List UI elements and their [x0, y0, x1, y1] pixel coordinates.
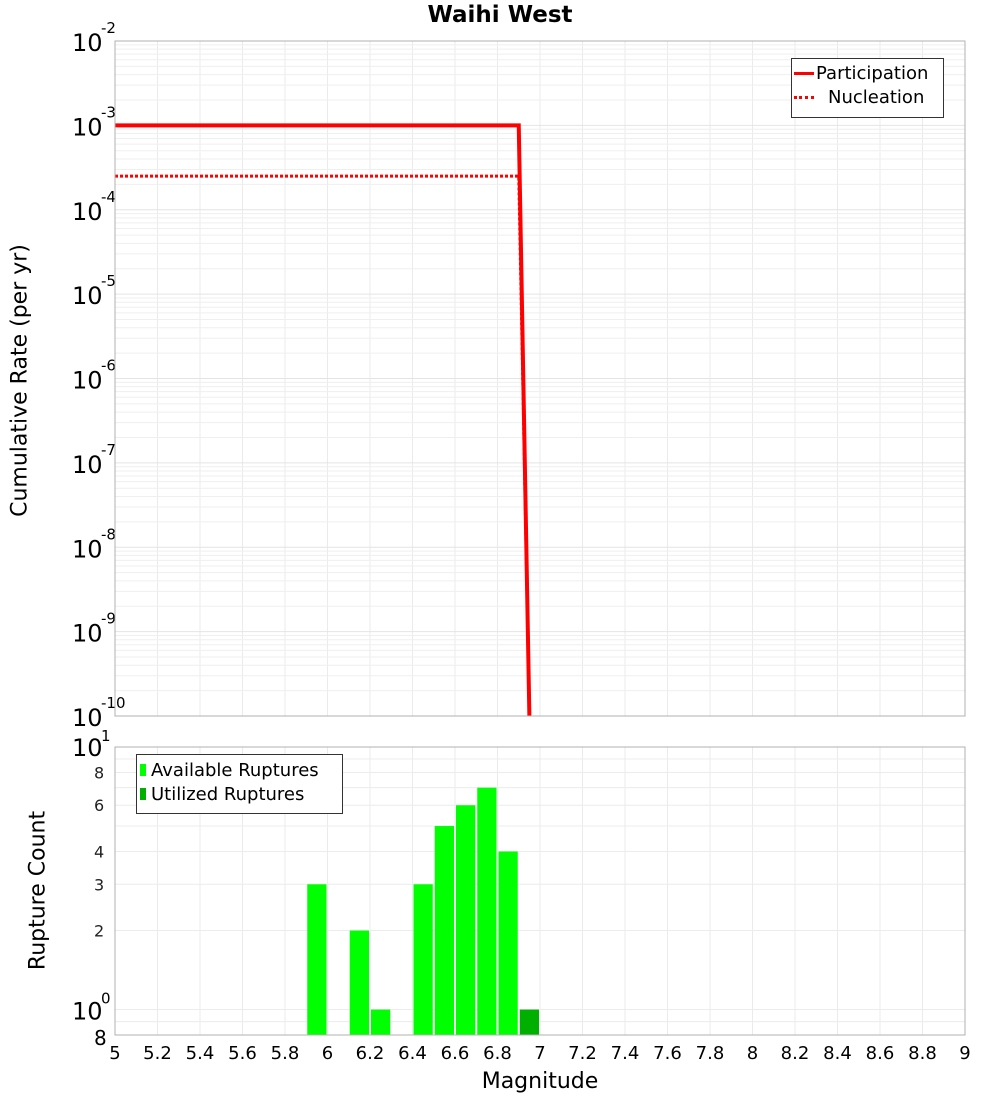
- svg-text:4: 4: [94, 842, 104, 861]
- svg-text:-3: -3: [101, 103, 116, 121]
- svg-text:10: 10: [72, 734, 103, 762]
- svg-text:7: 7: [534, 1043, 545, 1064]
- svg-text:6: 6: [322, 1043, 333, 1064]
- svg-text:7.6: 7.6: [653, 1043, 682, 1064]
- bottom-plot-y-ticks: 101864321008: [72, 727, 111, 1050]
- svg-text:5: 5: [109, 1043, 120, 1064]
- x-axis-label: Magnitude: [440, 1069, 640, 1094]
- svg-text:10: 10: [72, 451, 103, 479]
- top-legend: Participation Nucleation: [791, 58, 944, 118]
- svg-text:10: 10: [72, 282, 103, 310]
- legend-item-participation: Participation: [794, 61, 943, 85]
- svg-text:10: 10: [72, 29, 103, 57]
- svg-text:7.4: 7.4: [611, 1043, 640, 1064]
- svg-text:3: 3: [94, 875, 104, 894]
- svg-text:10: 10: [72, 704, 103, 732]
- svg-text:8.6: 8.6: [866, 1043, 895, 1064]
- svg-text:-9: -9: [101, 610, 116, 628]
- svg-text:8.2: 8.2: [781, 1043, 810, 1064]
- svg-text:6.4: 6.4: [398, 1043, 427, 1064]
- svg-text:-2: -2: [101, 19, 116, 37]
- svg-text:2: 2: [94, 922, 104, 941]
- svg-text:0: 0: [101, 990, 111, 1008]
- svg-text:-7: -7: [101, 441, 116, 459]
- svg-text:7.2: 7.2: [568, 1043, 597, 1064]
- svg-text:1: 1: [101, 727, 111, 745]
- dotted-line-icon: [794, 96, 814, 99]
- solid-line-icon: [794, 72, 814, 75]
- svg-text:10: 10: [72, 620, 103, 648]
- svg-text:-8: -8: [101, 525, 116, 543]
- top-plot-grid: [115, 41, 965, 716]
- svg-text:10: 10: [72, 367, 103, 395]
- svg-text:8: 8: [94, 763, 104, 782]
- svg-text:-10: -10: [101, 694, 126, 712]
- svg-text:6.8: 6.8: [483, 1043, 512, 1064]
- svg-text:8.4: 8.4: [823, 1043, 852, 1064]
- svg-text:7.8: 7.8: [696, 1043, 725, 1064]
- bottom-legend: Available Ruptures Utilized Ruptures: [136, 754, 343, 814]
- legend-item-available: Available Ruptures: [140, 758, 342, 782]
- svg-text:10: 10: [72, 113, 103, 141]
- svg-text:6.2: 6.2: [356, 1043, 385, 1064]
- bottom-y-axis-label: Rupture Count: [26, 811, 51, 971]
- svg-text:5.6: 5.6: [228, 1043, 257, 1064]
- bottom-plot-bars: [307, 788, 539, 1035]
- dark-green-square-icon: [140, 788, 146, 800]
- svg-text:10: 10: [72, 535, 103, 563]
- svg-text:8: 8: [747, 1043, 758, 1064]
- svg-text:8: 8: [94, 1026, 107, 1050]
- svg-text:5.8: 5.8: [271, 1043, 300, 1064]
- svg-text:-5: -5: [101, 272, 116, 290]
- svg-text:6: 6: [94, 796, 104, 815]
- svg-text:-6: -6: [101, 357, 116, 375]
- svg-text:9: 9: [959, 1043, 970, 1064]
- legend-item-nucleation: Nucleation: [794, 85, 943, 109]
- svg-text:5.4: 5.4: [186, 1043, 215, 1064]
- svg-text:-4: -4: [101, 188, 116, 206]
- svg-text:10: 10: [72, 198, 103, 226]
- svg-text:5.2: 5.2: [143, 1043, 172, 1064]
- top-y-axis-label: Cumulative Rate (per yr): [8, 241, 33, 521]
- bottom-plot-x-ticks: 5 5.2 5.4 5.6 5.8 6 6.2 6.4 6.6 6.8 7 7.2 7.4 7.6 7.8 8…: [109, 1043, 970, 1064]
- svg-text:6.6: 6.6: [441, 1043, 470, 1064]
- svg-text:8.8: 8.8: [908, 1043, 937, 1064]
- chart-canvas: 10-210-310-410-510-610-710-810-910-10 10…: [0, 0, 1000, 1100]
- svg-text:10: 10: [72, 998, 103, 1026]
- legend-item-utilized: Utilized Ruptures: [140, 782, 342, 806]
- green-square-icon: [140, 764, 146, 776]
